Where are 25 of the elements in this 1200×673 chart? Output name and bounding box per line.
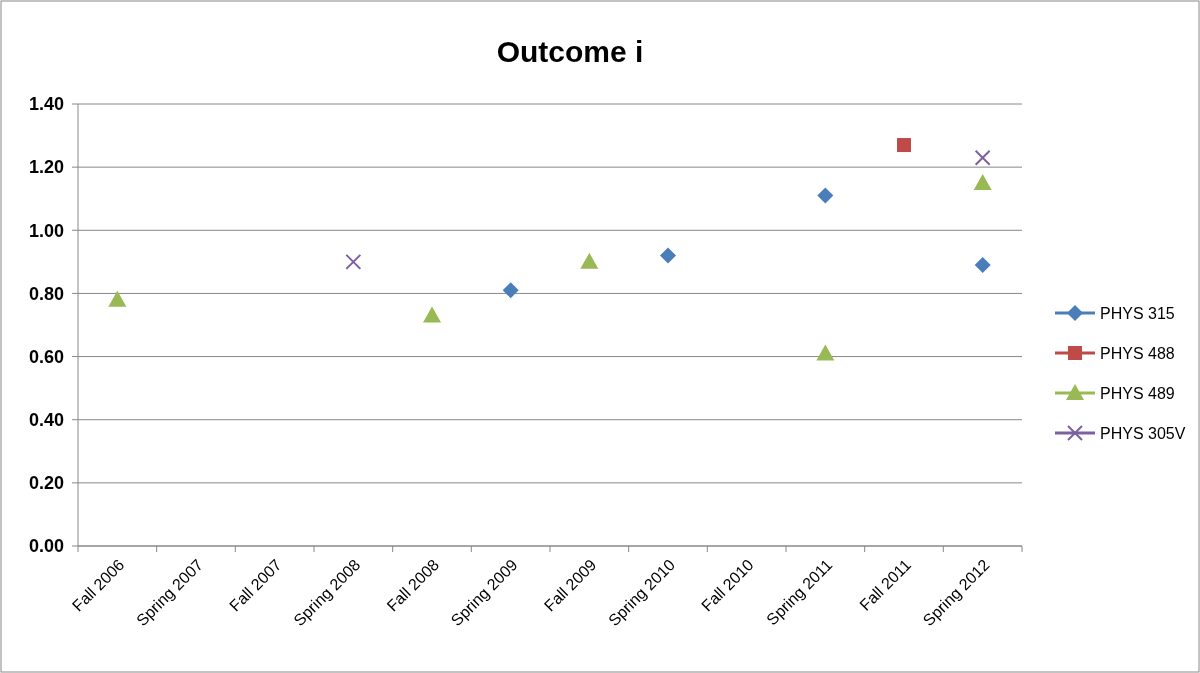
- y-tick-label: 0.20: [28, 473, 64, 494]
- point: [973, 173, 992, 190]
- point: [423, 306, 441, 323]
- legend-label: PHYS 488: [1100, 344, 1175, 362]
- point: [974, 149, 991, 166]
- y-tick-label: 0.80: [28, 283, 64, 304]
- point: [974, 257, 991, 274]
- legend-label: PHYS 489: [1100, 384, 1175, 402]
- point: [108, 290, 127, 307]
- y-tick-label: 0.60: [28, 346, 64, 367]
- legend-label: PHYS 305V: [1100, 424, 1186, 442]
- point: [816, 344, 835, 361]
- y-tick-label: 0.40: [28, 410, 64, 431]
- point: [897, 138, 911, 153]
- point: [660, 247, 676, 264]
- point: [817, 187, 834, 204]
- point: [502, 282, 519, 299]
- y-tick-label: 1.00: [28, 220, 64, 241]
- y-tick-label: 0.00: [28, 536, 64, 557]
- point: [580, 252, 599, 269]
- legend-label: PHYS 315: [1100, 304, 1175, 322]
- chart-title: Outcome i: [496, 35, 644, 68]
- y-tick-label: 1.20: [28, 157, 64, 178]
- y-tick-label: 1.40: [28, 94, 64, 115]
- point: [345, 253, 362, 270]
